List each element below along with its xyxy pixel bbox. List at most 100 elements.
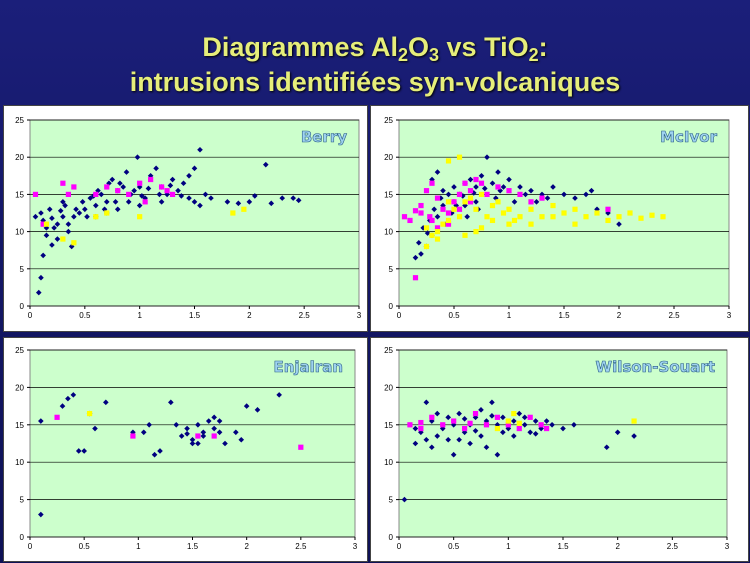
data-point-navy: [197, 202, 203, 209]
data-point-magenta: [54, 414, 60, 420]
data-point-navy: [57, 207, 64, 214]
data-point-magenta: [40, 221, 46, 227]
data-point-yellow: [506, 221, 512, 227]
data-point-yellow: [494, 425, 500, 432]
data-point-yellow: [473, 206, 479, 212]
data-point-magenta: [544, 425, 550, 432]
data-point-yellow: [467, 195, 474, 201]
data-point-navy: [429, 176, 435, 183]
data-point-navy: [208, 195, 214, 201]
data-point-yellow: [423, 243, 430, 250]
data-point-yellow: [137, 214, 143, 220]
slide-title: Diagrammes Al2O3 vs TiO2: intrusions ide…: [0, 30, 750, 100]
title-text-b: O: [408, 32, 430, 62]
y-tick-label: 5: [20, 496, 25, 505]
data-point-magenta: [401, 214, 408, 220]
data-point-magenta: [506, 188, 512, 194]
data-point-yellow: [484, 214, 490, 220]
data-point-navy: [500, 414, 506, 421]
data-point-yellow: [539, 214, 545, 220]
x-tick-label: 2: [247, 311, 252, 320]
data-point-yellow: [583, 214, 589, 220]
x-tick-label: 1.5: [187, 542, 199, 551]
data-point-yellow: [495, 199, 501, 205]
data-point-navy: [254, 407, 261, 413]
data-point-navy: [262, 161, 269, 168]
data-point-magenta: [445, 210, 452, 216]
data-point-navy: [49, 242, 55, 248]
data-point-magenta: [195, 433, 201, 439]
data-point-magenta: [418, 425, 424, 432]
y-tick-label: 20: [15, 153, 24, 162]
data-point-navy: [93, 202, 99, 209]
data-point-magenta: [478, 180, 485, 186]
data-point-yellow: [462, 199, 468, 205]
data-point-magenta: [407, 422, 413, 428]
data-point-navy: [43, 232, 50, 239]
data-point-navy: [76, 210, 83, 216]
data-point-navy: [103, 199, 110, 205]
data-point-navy: [139, 193, 145, 199]
data-point-yellow: [500, 210, 507, 216]
x-tick-label: 1.5: [558, 311, 570, 320]
panel-label-berry: Berry: [301, 128, 347, 146]
data-point-navy: [169, 176, 176, 183]
data-point-magenta: [472, 410, 479, 417]
data-point-magenta: [495, 184, 501, 190]
data-point-navy: [35, 289, 42, 296]
x-tick-label: 2.5: [299, 311, 311, 320]
data-point-yellow: [517, 214, 523, 220]
data-point-yellow: [660, 214, 666, 220]
y-tick-label: 10: [384, 228, 393, 237]
data-point-magenta: [412, 208, 419, 214]
data-point-navy: [38, 418, 44, 424]
x-tick-label: 2: [615, 542, 620, 551]
data-point-yellow: [241, 206, 247, 212]
scatter-chart-mcivor: 0 5 10 15 20 25 0 0.5 1 1.5 2 2.5 3 McIvor: [384, 116, 732, 320]
data-point-yellow: [478, 225, 485, 231]
data-point-navy: [189, 440, 196, 447]
data-point-navy: [167, 182, 174, 189]
x-tick-label: 0.5: [448, 542, 460, 551]
y-tick-label: 0: [389, 302, 394, 311]
data-point-magenta: [104, 184, 110, 190]
x-tick-label: 1: [136, 542, 141, 551]
data-point-navy: [112, 199, 119, 205]
data-point-magenta: [60, 180, 66, 186]
data-point-yellow: [528, 221, 534, 227]
data-point-navy: [156, 191, 163, 198]
y-tick-label: 10: [15, 228, 24, 237]
data-point-magenta: [137, 180, 143, 186]
x-tick-label: 1: [507, 311, 512, 320]
data-point-magenta: [407, 217, 413, 224]
data-point-magenta: [71, 184, 77, 190]
data-point-navy: [51, 225, 57, 231]
data-point-magenta: [412, 275, 419, 281]
data-point-yellow: [506, 206, 512, 212]
data-point-navy: [246, 199, 253, 205]
data-point-navy: [95, 187, 101, 194]
x-tick-label: 3: [353, 542, 358, 551]
data-point-navy: [216, 418, 223, 424]
x-tick-label: 2.5: [668, 311, 680, 320]
data-point-magenta: [130, 433, 136, 439]
panel-label-enjalran: Enjalran: [273, 358, 343, 376]
data-point-navy: [62, 202, 68, 209]
data-point-navy: [445, 191, 452, 198]
data-point-navy: [84, 213, 90, 220]
data-point-navy: [532, 430, 539, 437]
data-point-navy: [65, 221, 72, 227]
data-point-navy: [38, 274, 44, 281]
data-point-yellow: [440, 221, 446, 227]
data-point-magenta: [451, 418, 457, 424]
x-tick-label: 0: [397, 542, 402, 551]
y-tick-label: 25: [15, 346, 24, 355]
plot-area: [398, 349, 728, 538]
data-point-magenta: [429, 414, 435, 420]
x-tick-label: 2.5: [667, 542, 679, 551]
data-point-navy: [178, 193, 185, 199]
data-point-navy: [145, 185, 152, 192]
data-point-magenta: [473, 176, 479, 183]
data-point-navy: [158, 199, 165, 205]
data-point-yellow: [434, 229, 441, 235]
